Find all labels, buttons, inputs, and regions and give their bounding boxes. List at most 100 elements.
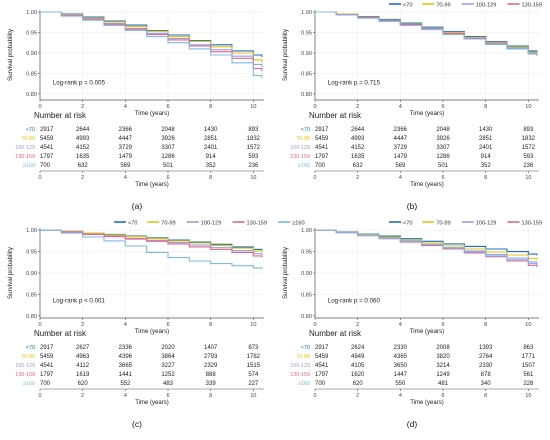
y-tick-label: 0.90 (301, 51, 312, 57)
risk-table-x-tick-label: 2 (81, 175, 84, 181)
risk-table-cell: 2020 (161, 345, 175, 351)
risk-table-x-tick-label: 10 (525, 393, 531, 399)
risk-table-x-tick-label: 10 (250, 175, 256, 181)
risk-table-cell: 2330 (479, 363, 493, 369)
risk-table-cell: 4541 (40, 145, 54, 151)
risk-table-x-tick-label: 0 (314, 393, 317, 399)
x-tick-label: 4 (399, 322, 402, 328)
x-tick-label: 8 (484, 322, 487, 328)
risk-table-x-tick-label: 6 (167, 175, 170, 181)
risk-table-title: Number at risk (34, 329, 87, 338)
survival-curve (40, 11, 263, 79)
risk-table-x-tick-label: 8 (209, 393, 212, 399)
risk-table-cell: 1572 (247, 145, 261, 151)
y-tick-label: 0.80 (301, 314, 312, 320)
risk-table-cell: 1797 (40, 372, 54, 378)
risk-table-cell: 2048 (436, 127, 450, 133)
risk-table-cell: 4365 (394, 354, 408, 360)
risk-group-label: 100-129 (15, 363, 35, 369)
x-axis-label: Time (years) (410, 110, 445, 117)
x-tick-label: 2 (81, 322, 84, 328)
y-tick-label: 0.85 (26, 71, 37, 77)
risk-table-cell: 893 (523, 127, 534, 133)
risk-table-x-tick-label: 2 (356, 175, 359, 181)
risk-table-cell: 552 (120, 381, 131, 387)
legend-label: 130-159 (522, 221, 543, 227)
risk-table-cell: 593 (248, 154, 259, 160)
risk-table-x-tick-label: 2 (356, 393, 359, 399)
risk-table-cell: 4447 (394, 136, 408, 142)
risk-table-cell: 4152 (76, 145, 90, 151)
x-tick-label: 10 (250, 104, 256, 110)
km-panel: 0.80 0.85 0.90 0.95 1.00 0 2 4 6 8 10 Survival prob… (7, 10, 264, 211)
risk-table-cell: 569 (395, 163, 406, 169)
risk-group-label: 100-129 (290, 363, 310, 369)
x-axis-label: Time (years) (410, 328, 445, 335)
risk-table-cell: 1832 (247, 136, 261, 142)
logrank-annotation: Log-rank p = 0.715 (328, 80, 381, 87)
panel-caption: (c) (132, 419, 142, 429)
x-axis-label: Time (years) (135, 328, 170, 335)
risk-group-label: 100-129 (290, 145, 310, 151)
x-tick-label: 0 (38, 104, 41, 110)
risk-group-label: 70-99 (21, 354, 35, 360)
risk-table-cell: 1441 (119, 372, 133, 378)
risk-table-x-axis-label: Time (years) (410, 400, 443, 406)
risk-table-cell: 1286 (436, 154, 450, 160)
risk-group-label: 70-99 (296, 354, 310, 360)
legend-label: 100-129 (476, 3, 497, 9)
risk-table-cell: 2624 (351, 345, 365, 351)
x-tick-label: 2 (356, 322, 359, 328)
risk-table-cell: 3729 (394, 145, 408, 151)
risk-group-label: <70 (26, 345, 35, 351)
risk-table-cell: 3214 (436, 363, 450, 369)
risk-table-x-axis-label: Time (years) (135, 400, 168, 406)
risk-table-x-tick-label: 8 (484, 393, 487, 399)
risk-group-label: ≥160 (23, 163, 35, 169)
risk-table-x-tick-label: 10 (525, 175, 531, 181)
y-tick-label: 0.90 (301, 271, 312, 277)
panel-caption: (d) (407, 419, 418, 429)
risk-table-cell: 878 (481, 372, 492, 378)
risk-table-cell: 914 (481, 154, 492, 160)
risk-group-label: <70 (26, 127, 35, 133)
y-tick-label: 0.80 (26, 92, 37, 98)
risk-table-x-tick-label: 4 (399, 393, 402, 399)
risk-table-cell: 4112 (76, 363, 90, 369)
risk-table-cell: 2917 (315, 345, 329, 351)
risk-table-x-tick-label: 0 (39, 393, 42, 399)
risk-table-title: Number at risk (34, 111, 87, 120)
risk-table-cell: 550 (395, 381, 406, 387)
logrank-annotation: Log-rank p = 0.060 (328, 298, 381, 305)
survival-curve (315, 229, 538, 266)
risk-table-cell: 3227 (161, 363, 175, 369)
survival-curve (315, 229, 538, 264)
risk-table-cell: 1782 (247, 354, 261, 360)
risk-group-label: 130-159 (15, 372, 35, 378)
risk-table-cell: 4152 (351, 145, 365, 151)
survival-curve (315, 11, 538, 55)
risk-table-cell: 1447 (394, 372, 408, 378)
risk-table-cell: 481 (438, 381, 449, 387)
risk-table-cell: 2644 (76, 127, 90, 133)
logrank-annotation: Log-rank p = 0.005 (53, 80, 106, 87)
risk-table-cell: 1635 (76, 154, 90, 160)
km-panel: <70 70-99 100-129 130-159 ≥160 0.80 0.85 0.90 0.… (282, 221, 543, 430)
risk-table-cell: 1635 (351, 154, 365, 160)
survival-curve (315, 11, 538, 56)
risk-table-cell: 1797 (315, 372, 329, 378)
km-panel: <70 70-99 100-129 130-159 ≥160 0.80 0.85 0.90 0.… (7, 221, 305, 430)
risk-group-label: 70-99 (296, 136, 310, 142)
x-tick-label: 6 (166, 104, 169, 110)
x-tick-label: 6 (166, 322, 169, 328)
risk-table-cell: 593 (523, 154, 534, 160)
x-tick-label: 10 (525, 322, 531, 328)
risk-table-cell: 4963 (76, 354, 90, 360)
risk-table-x-tick-label: 2 (81, 393, 84, 399)
y-axis-label: Survival probability (7, 28, 14, 81)
risk-table-cell: 1832 (522, 136, 536, 142)
